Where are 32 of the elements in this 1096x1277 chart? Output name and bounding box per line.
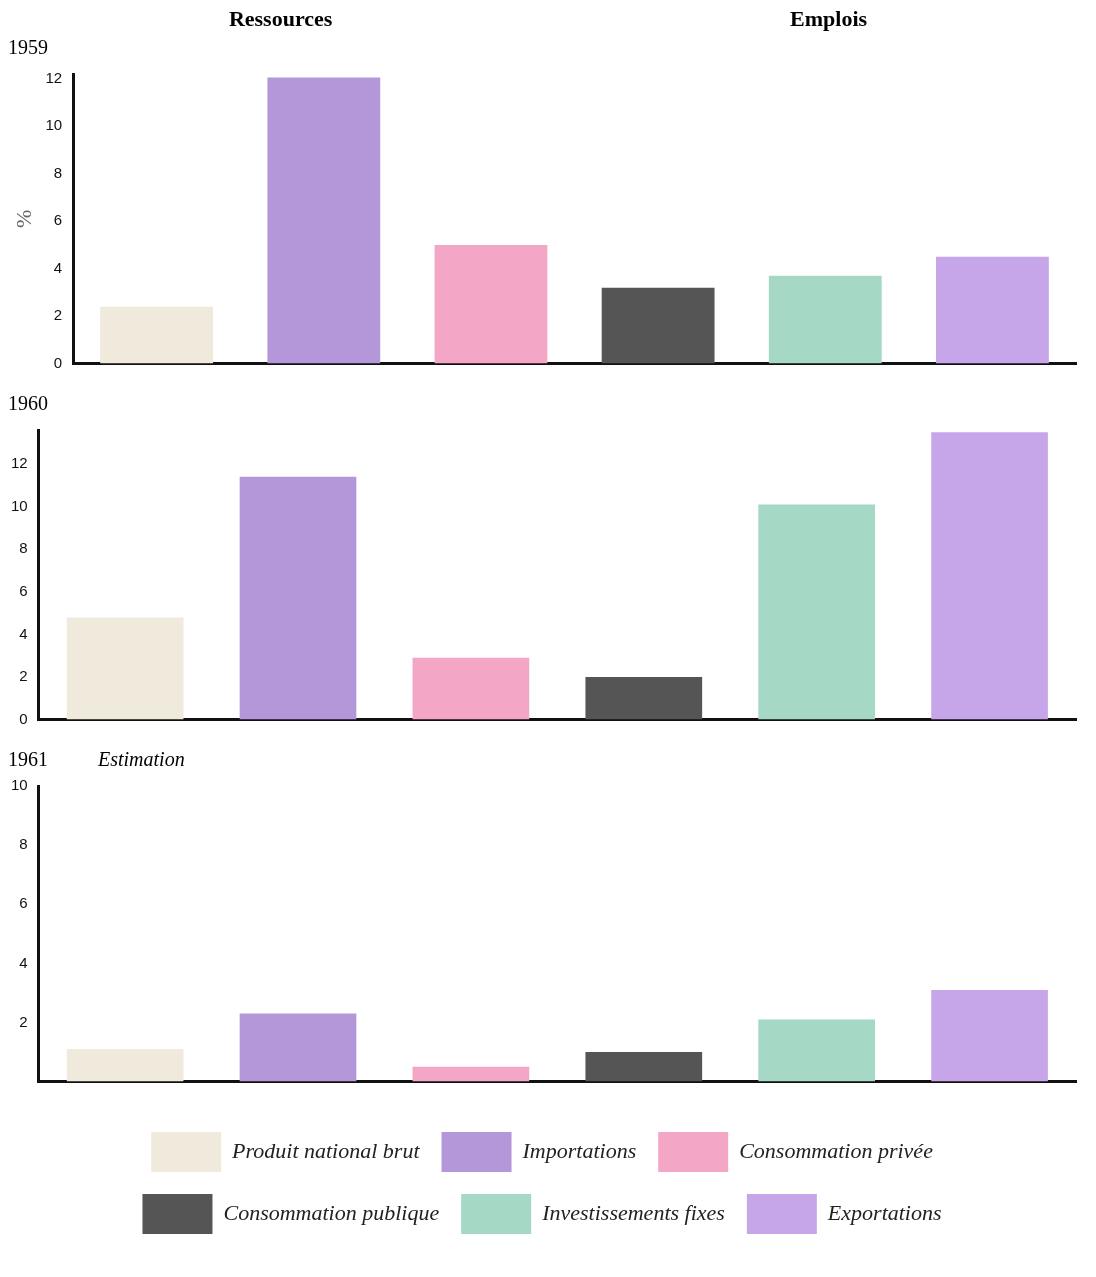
y-tick-label: 4 <box>19 953 28 971</box>
text: Ressources <box>228 6 333 33</box>
y-axis-title: % <box>10 209 36 228</box>
y-tick-label: 2 <box>53 306 63 324</box>
y-tick-label: 2 <box>19 1012 28 1030</box>
y-tick-label: 0 <box>19 709 28 727</box>
chart-subtitle: Estimation <box>98 748 185 770</box>
legend-label: Produit national brut <box>231 1137 421 1163</box>
y-tick-label: 12 <box>11 454 28 472</box>
y-tick-label: 6 <box>53 211 63 229</box>
y-tick-label: 8 <box>19 539 28 557</box>
legend-label: Investissements fixes <box>541 1199 725 1225</box>
chart-title: 1960 <box>8 392 48 414</box>
text: Emplois <box>790 6 868 33</box>
y-tick-label: 12 <box>45 68 63 86</box>
legend-label: Consommation privée <box>739 1137 934 1163</box>
chart-title: 1959 <box>8 36 48 58</box>
y-tick-label: 8 <box>19 835 28 853</box>
y-tick-label: 4 <box>19 624 28 642</box>
legend-label: Exportations <box>826 1199 942 1225</box>
legend-label: Consommation publique <box>223 1199 440 1225</box>
y-tick-label: 4 <box>53 258 63 276</box>
y-tick-label: 6 <box>19 894 28 912</box>
y-tick-label: 10 <box>45 116 63 134</box>
y-tick-label: 10 <box>11 776 28 794</box>
y-tick-label: 6 <box>19 581 28 599</box>
y-tick-label: 8 <box>53 163 63 181</box>
chart-title: 1961 <box>8 748 48 770</box>
legend-label: Importations <box>521 1137 637 1163</box>
y-tick-label: 0 <box>53 353 63 371</box>
y-tick-label: 2 <box>19 667 28 685</box>
y-tick-label: 10 <box>11 496 28 514</box>
